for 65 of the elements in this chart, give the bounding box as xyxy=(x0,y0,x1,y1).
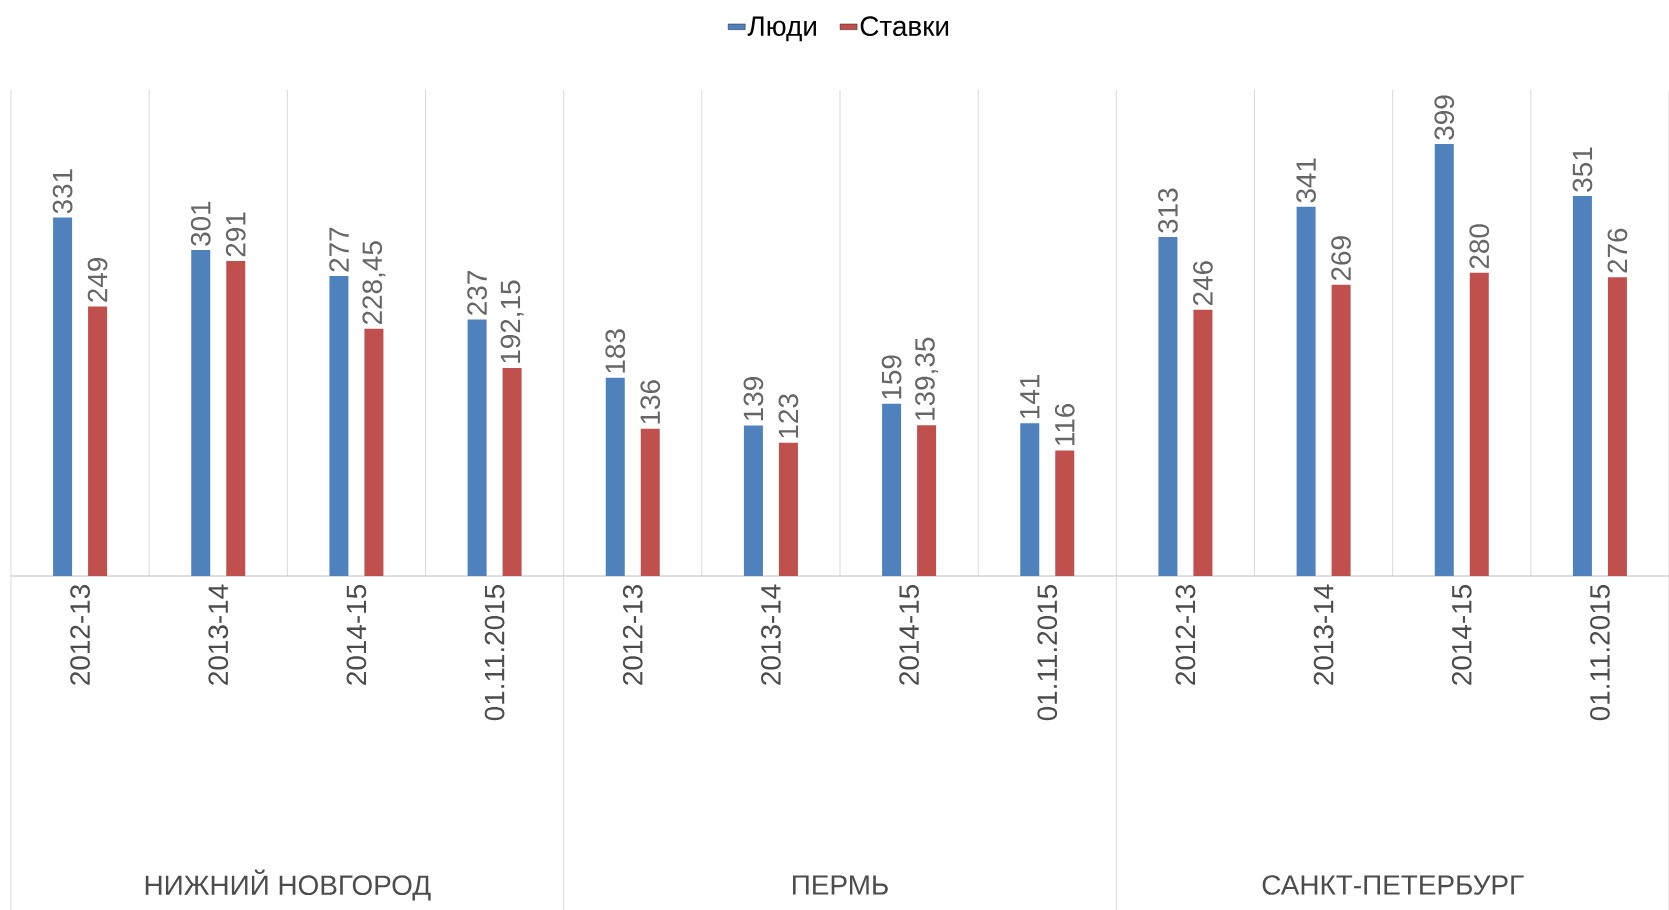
data-label: 116 xyxy=(1054,403,1075,446)
bar xyxy=(1158,237,1178,576)
x-tick-label: 2012-13 xyxy=(622,585,643,685)
data-label: 331 xyxy=(52,169,73,214)
x-tick-label: 2014-15 xyxy=(346,584,367,685)
bar xyxy=(329,276,349,576)
data-label: 136 xyxy=(640,380,661,424)
data-label: 249 xyxy=(87,258,108,302)
bar xyxy=(1434,144,1454,576)
data-label: 237 xyxy=(467,271,487,315)
x-tick-label: 2012-13 xyxy=(1175,585,1196,685)
data-label: 399 xyxy=(1434,95,1455,140)
bar xyxy=(605,377,625,576)
bar xyxy=(1607,277,1627,576)
x-tick-label: 01.11.2015 xyxy=(1590,584,1610,721)
data-label: 139 xyxy=(743,377,764,421)
x-tick-label: 2013-14 xyxy=(208,584,229,685)
bar xyxy=(778,442,798,576)
x-tick-label: 01.11.2015 xyxy=(1037,584,1058,721)
data-label: 228,45 xyxy=(362,241,386,325)
x-tick-label: 2014-15 xyxy=(1451,584,1472,685)
data-label: 246 xyxy=(1193,261,1213,306)
legend-label: Ставки xyxy=(860,16,949,37)
bar xyxy=(1572,195,1592,576)
bar xyxy=(917,425,937,576)
x-tick-label: 2014-15 xyxy=(899,584,919,685)
data-label: 313 xyxy=(1158,188,1178,233)
legend-label: Люди xyxy=(747,16,816,42)
text: НИЖНИЙ НОВГОРОД xyxy=(145,869,431,901)
data-label: 280 xyxy=(1469,224,1490,269)
data-label: 159 xyxy=(881,355,902,399)
data-label: 139,35 xyxy=(915,337,939,420)
bar xyxy=(1296,206,1316,576)
data-label: 183 xyxy=(605,329,626,373)
x-tick-label: 2012-13 xyxy=(70,585,90,685)
data-label: 123 xyxy=(778,394,799,438)
bar xyxy=(882,403,902,576)
bar xyxy=(53,217,73,576)
bar xyxy=(502,367,522,576)
bar xyxy=(364,328,384,576)
bar xyxy=(640,428,660,576)
data-label: 341 xyxy=(1296,158,1316,203)
data-label: 276 xyxy=(1607,228,1628,273)
data-label: 291 xyxy=(225,212,246,257)
bar xyxy=(467,319,487,576)
bar xyxy=(743,425,763,576)
bar xyxy=(1055,450,1075,576)
x-tick-label: 2013-14 xyxy=(761,584,781,685)
data-label: 351 xyxy=(1572,147,1593,192)
data-label: 269 xyxy=(1331,236,1351,281)
text: ПЕРМЬ xyxy=(793,875,888,895)
x-tick-label: 01.11.2015 xyxy=(484,584,505,721)
bar xyxy=(226,260,246,576)
bar xyxy=(1020,423,1040,576)
data-label: 141 xyxy=(1020,374,1040,419)
bar xyxy=(191,250,211,576)
x-tick-label: 2013-14 xyxy=(1313,584,1334,685)
bar xyxy=(88,306,108,576)
data-label: 301 xyxy=(190,201,211,246)
text: САНКТ-ПЕТЕРБУРГ xyxy=(1262,875,1524,895)
bar xyxy=(1331,284,1351,576)
bar xyxy=(1193,309,1213,576)
data-label: 277 xyxy=(329,227,349,272)
data-label: 192,15 xyxy=(500,280,524,363)
bar xyxy=(1469,272,1489,576)
